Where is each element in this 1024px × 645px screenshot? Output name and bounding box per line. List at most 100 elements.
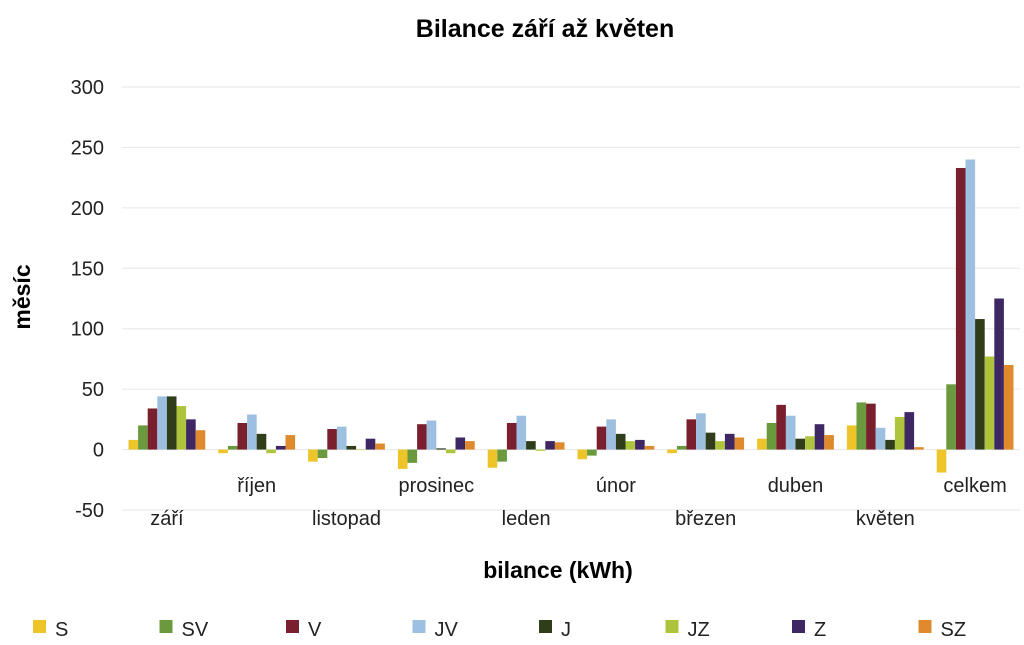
bar-Z-září xyxy=(186,419,196,450)
y-tick-label: 0 xyxy=(93,440,104,462)
y-axis-ticks: 300 250 200 150 100 50 0 -50 xyxy=(71,77,104,522)
bar-SZ-celkem xyxy=(1003,364,1014,450)
category-labels: září říjen listopad prosinec leden únor březen… xyxy=(150,475,1007,530)
bar-JZ-celkem xyxy=(984,356,995,450)
legend-swatch xyxy=(792,620,805,633)
bar-JV-říjen xyxy=(247,414,257,450)
y-axis-label: měsíc xyxy=(9,264,35,329)
legend-label: S xyxy=(55,619,68,641)
bar-JZ-říjen xyxy=(266,449,276,454)
bar-JZ-březen xyxy=(715,441,725,450)
bar-S-září xyxy=(128,439,139,450)
bar-JV-září xyxy=(157,396,167,450)
category-label: duben xyxy=(768,475,824,497)
bar-JV-celkem xyxy=(965,159,976,450)
bar-Z-únor xyxy=(635,439,645,450)
legend-label: Z xyxy=(814,619,826,641)
bar-SZ-březen xyxy=(734,437,745,450)
bar-S-duben xyxy=(757,438,767,450)
legend-label: JV xyxy=(435,619,459,641)
bar-SZ-duben xyxy=(824,435,834,450)
legend-swatch xyxy=(918,620,932,633)
bar-J-únor xyxy=(615,433,626,450)
bar-V-prosinec xyxy=(417,424,427,450)
legend-swatch xyxy=(159,620,173,633)
bar-SV-březen xyxy=(676,445,687,450)
bar-JZ-únor xyxy=(625,441,636,450)
bar-JV-duben xyxy=(785,415,796,450)
legend: S SV V JV J JZ Z SZ xyxy=(33,619,966,641)
bar-Z-květen xyxy=(904,412,915,450)
legend-swatch xyxy=(412,620,426,633)
category-label: březen xyxy=(675,508,736,530)
bar-V-celkem xyxy=(955,167,966,450)
bar-JZ-září xyxy=(176,406,187,450)
bar-S-prosinec xyxy=(397,449,408,469)
bars xyxy=(128,159,1014,473)
bar-SV-leden xyxy=(497,449,507,462)
bar-SV-září xyxy=(138,425,148,450)
y-tick-label: 300 xyxy=(71,77,104,99)
bar-JV-březen xyxy=(696,413,706,450)
bar-J-prosinec xyxy=(436,448,446,450)
category-label: listopad xyxy=(312,508,381,530)
category-label: únor xyxy=(596,475,636,497)
legend-label: V xyxy=(308,619,322,641)
bar-SV-celkem xyxy=(946,384,956,450)
bar-SZ-listopad xyxy=(375,443,385,450)
x-axis-label: bilance (kWh) xyxy=(483,557,633,583)
bar-Z-březen xyxy=(724,433,735,450)
bar-S-leden xyxy=(487,449,498,468)
legend-label: SZ xyxy=(941,619,967,641)
bar-V-únor xyxy=(596,426,607,450)
bar-JV-listopad xyxy=(336,426,347,450)
bar-V-říjen xyxy=(237,422,248,450)
bar-JZ-leden xyxy=(535,449,546,451)
bar-JV-květen xyxy=(875,427,886,450)
bar-SV-prosinec xyxy=(407,449,418,463)
bar-Z-listopad xyxy=(365,438,376,450)
y-tick-label: 100 xyxy=(71,319,104,341)
bar-S-říjen xyxy=(218,449,228,454)
legend-swatch xyxy=(286,620,299,633)
bar-J-září xyxy=(166,396,177,450)
bar-SZ-květen xyxy=(914,447,924,450)
bar-S-únor xyxy=(577,449,588,460)
legend-swatch xyxy=(33,620,46,633)
bar-J-květen xyxy=(885,439,895,450)
y-tick-label: -50 xyxy=(75,500,104,522)
bar-SZ-prosinec xyxy=(465,441,475,450)
bar-JZ-květen xyxy=(894,416,905,450)
bar-S-listopad xyxy=(308,449,318,462)
bar-V-duben xyxy=(776,404,786,450)
bar-SV-říjen xyxy=(227,445,238,450)
bar-SV-únor xyxy=(587,449,597,456)
bar-J-říjen xyxy=(256,433,267,450)
legend-label: J xyxy=(561,619,571,641)
y-tick-label: 50 xyxy=(82,379,104,401)
category-label: prosinec xyxy=(398,475,474,497)
bar-JV-prosinec xyxy=(426,420,437,450)
bar-J-celkem xyxy=(975,319,985,450)
category-label: září xyxy=(150,508,184,530)
bar-J-březen xyxy=(705,432,716,450)
bar-S-březen xyxy=(667,449,677,454)
bar-Z-celkem xyxy=(994,298,1004,450)
bar-JZ-prosinec xyxy=(445,449,456,454)
y-tick-label: 150 xyxy=(71,258,104,280)
bar-V-listopad xyxy=(327,429,337,450)
bar-SZ-září xyxy=(195,430,206,450)
bar-JV-únor xyxy=(606,419,616,450)
bar-SZ-leden xyxy=(554,442,565,450)
bar-Z-prosinec xyxy=(455,437,466,450)
bar-V-září xyxy=(147,408,158,450)
category-label: květen xyxy=(856,508,915,530)
bar-SV-květen xyxy=(856,402,867,450)
category-label: leden xyxy=(502,508,551,530)
bar-JZ-duben xyxy=(805,436,815,450)
legend-swatch xyxy=(665,620,679,633)
bar-JV-leden xyxy=(516,415,527,450)
bar-SV-listopad xyxy=(317,449,328,459)
y-tick-label: 200 xyxy=(71,198,104,220)
